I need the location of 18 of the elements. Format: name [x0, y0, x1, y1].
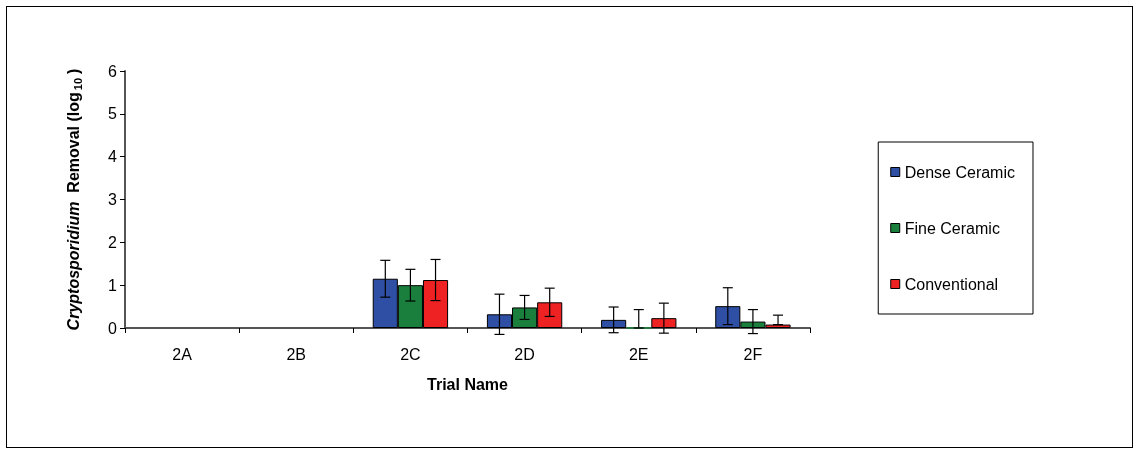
x-tick-label: 2A	[172, 345, 193, 363]
y-tick-label: 0	[108, 319, 118, 337]
x-axis-title: Trial Name	[427, 375, 509, 393]
x-tick-label: 2E	[628, 345, 649, 363]
x-tick-label: 2C	[400, 345, 421, 363]
x-tick-label: 2D	[514, 345, 535, 363]
y-tick-label: 6	[108, 62, 118, 80]
y-tick-label: 1	[108, 276, 118, 294]
y-tick-label: 4	[108, 148, 118, 166]
y-tick-label: 5	[108, 105, 118, 123]
y-axis-title: Cryptosporidium Removal (log10)	[65, 68, 84, 331]
legend-label: Fine Ceramic	[904, 219, 1000, 237]
legend-label: Conventional	[904, 275, 999, 293]
x-tick-label: 2F	[743, 345, 763, 363]
x-tick-label: 2B	[286, 345, 307, 363]
y-tick-label: 2	[108, 233, 118, 251]
y-tick-label: 3	[108, 191, 118, 208]
legend-label: Dense Ceramic	[904, 163, 1016, 181]
